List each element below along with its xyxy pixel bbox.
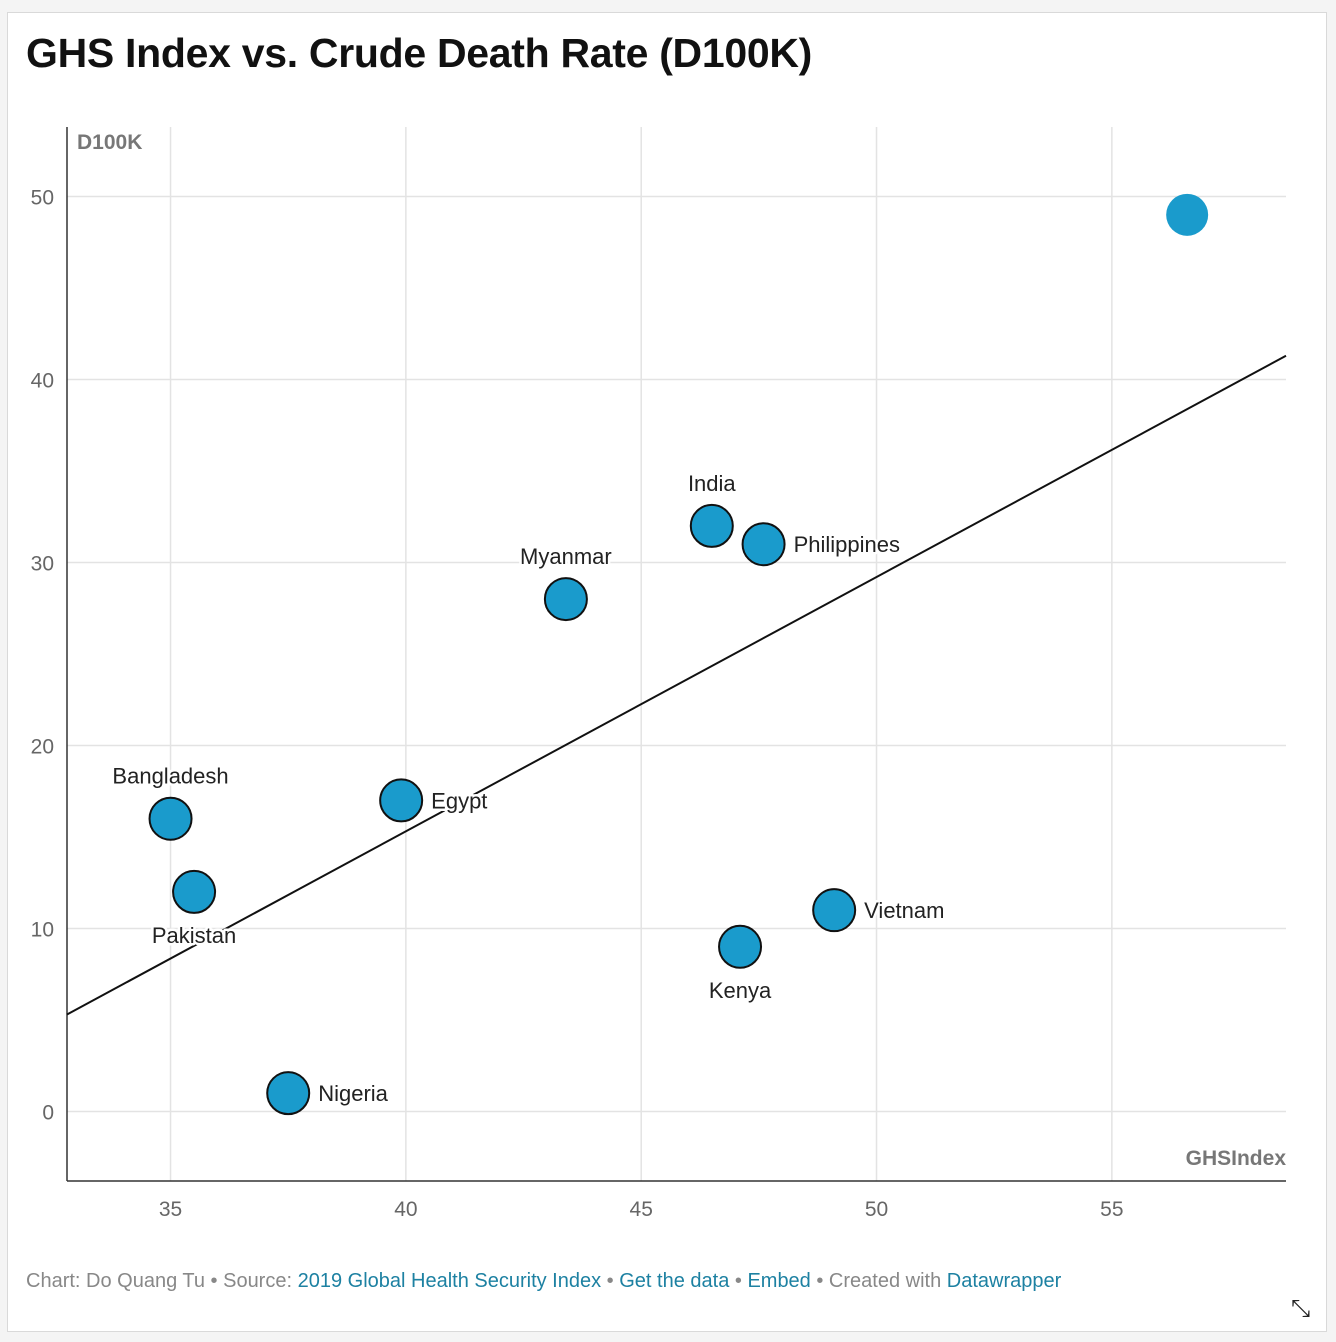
footer-credit: Chart: Do Quang Tu • Source:	[26, 1270, 298, 1292]
x-tick-label: 40	[394, 1198, 417, 1221]
x-axis-title: GHSIndex	[1186, 1147, 1287, 1170]
y-tick-label: 40	[31, 370, 54, 393]
resize-icon[interactable]: ⤡	[1291, 1295, 1311, 1322]
data-point[interactable]	[379, 778, 424, 823]
data-point[interactable]	[266, 1071, 311, 1116]
x-tick-label: 50	[865, 1198, 888, 1221]
point-label: Vietnam	[864, 898, 944, 923]
get-data-link[interactable]: Get the data	[619, 1270, 730, 1292]
chart-footer: Chart: Do Quang Tu • Source: 2019 Global…	[26, 1270, 1061, 1293]
embed-link[interactable]: Embed	[747, 1270, 811, 1292]
data-point[interactable]	[172, 869, 217, 914]
footer-separator: •	[601, 1270, 620, 1292]
data-point[interactable]	[543, 577, 588, 622]
y-tick-label: 0	[42, 1101, 54, 1124]
data-point[interactable]	[148, 796, 193, 841]
point-label: Egypt	[431, 788, 487, 813]
datawrapper-link[interactable]: Datawrapper	[946, 1270, 1062, 1292]
y-tick-label: 30	[31, 553, 54, 576]
data-point[interactable]	[718, 924, 763, 969]
trendline	[66, 354, 1287, 1016]
footer-created-with: • Created with	[810, 1270, 947, 1292]
point-label: Myanmar	[520, 544, 612, 569]
point-label: Bangladesh	[112, 764, 228, 789]
y-tick-label: 50	[31, 187, 54, 210]
y-axis-title: D100K	[77, 131, 142, 154]
data-point[interactable]	[1166, 193, 1209, 236]
point-label: Kenya	[709, 978, 772, 1003]
chart-title: GHS Index vs. Crude Death Rate (D100K)	[26, 30, 813, 76]
point-label: India	[688, 471, 736, 496]
data-point[interactable]	[812, 888, 857, 933]
y-tick-label: 20	[31, 735, 54, 758]
x-tick-label: 45	[630, 1198, 653, 1221]
point-label: Pakistan	[152, 923, 236, 948]
y-tick-label: 10	[31, 918, 54, 941]
footer-separator: •	[729, 1270, 748, 1292]
data-point[interactable]	[689, 503, 734, 548]
source-link[interactable]: 2019 Global Health Security Index	[297, 1270, 602, 1292]
data-point[interactable]	[741, 522, 786, 567]
x-tick-label: 35	[159, 1198, 182, 1221]
point-label: Philippines	[794, 532, 900, 557]
point-label: Nigeria	[318, 1081, 388, 1106]
x-tick-label: 55	[1100, 1198, 1123, 1221]
